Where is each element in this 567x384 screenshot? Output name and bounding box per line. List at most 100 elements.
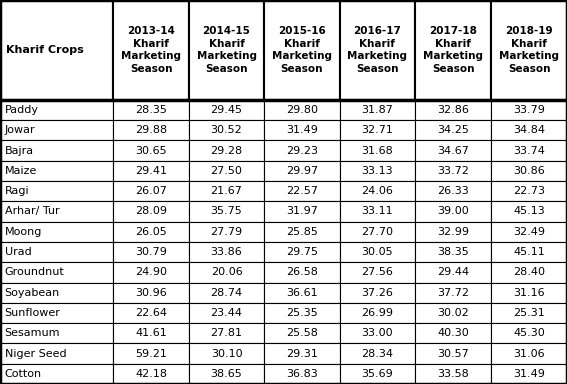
Bar — [113, 120, 189, 141]
Bar — [189, 100, 264, 120]
Text: 32.99: 32.99 — [437, 227, 469, 237]
Bar — [0, 303, 113, 323]
Bar — [189, 283, 264, 303]
Text: 37.72: 37.72 — [437, 288, 469, 298]
Text: 30.79: 30.79 — [135, 247, 167, 257]
Bar — [415, 323, 491, 343]
Bar — [415, 161, 491, 181]
Bar — [264, 242, 340, 262]
Bar — [189, 242, 264, 262]
Text: 26.07: 26.07 — [135, 186, 167, 196]
Bar — [189, 343, 264, 364]
Text: 33.58: 33.58 — [437, 369, 469, 379]
Text: 30.52: 30.52 — [211, 125, 242, 135]
Bar — [415, 141, 491, 161]
Text: 30.02: 30.02 — [437, 308, 469, 318]
Bar — [340, 0, 415, 100]
Bar — [340, 242, 415, 262]
Bar — [264, 364, 340, 384]
Text: 26.33: 26.33 — [437, 186, 469, 196]
Text: 31.97: 31.97 — [286, 207, 318, 217]
Text: 2014-15
Kharif
Marketing
Season: 2014-15 Kharif Marketing Season — [197, 26, 256, 74]
Text: Niger Seed: Niger Seed — [5, 349, 66, 359]
Text: Ragi: Ragi — [5, 186, 29, 196]
Bar — [415, 343, 491, 364]
Text: 2015-16
Kharif
Marketing
Season: 2015-16 Kharif Marketing Season — [272, 26, 332, 74]
Text: 29.80: 29.80 — [286, 105, 318, 115]
Text: 2017-18
Kharif
Marketing
Season: 2017-18 Kharif Marketing Season — [423, 26, 483, 74]
Text: 28.35: 28.35 — [135, 105, 167, 115]
Text: 34.25: 34.25 — [437, 125, 469, 135]
Text: 30.96: 30.96 — [136, 288, 167, 298]
Bar — [491, 201, 567, 222]
Bar — [189, 303, 264, 323]
Bar — [264, 181, 340, 201]
Text: 29.75: 29.75 — [286, 247, 318, 257]
Bar — [264, 283, 340, 303]
Bar — [113, 262, 189, 283]
Bar — [491, 343, 567, 364]
Bar — [113, 201, 189, 222]
Bar — [340, 120, 415, 141]
Bar — [189, 222, 264, 242]
Text: 31.87: 31.87 — [361, 105, 393, 115]
Bar — [340, 323, 415, 343]
Text: 38.65: 38.65 — [211, 369, 242, 379]
Bar — [113, 0, 189, 100]
Bar — [340, 141, 415, 161]
Text: 27.56: 27.56 — [361, 267, 393, 277]
Text: 28.40: 28.40 — [513, 267, 545, 277]
Bar — [113, 242, 189, 262]
Text: Sesamum: Sesamum — [5, 328, 60, 338]
Text: 29.44: 29.44 — [437, 267, 469, 277]
Text: 27.79: 27.79 — [210, 227, 243, 237]
Bar — [264, 141, 340, 161]
Text: 31.49: 31.49 — [513, 369, 545, 379]
Bar — [189, 323, 264, 343]
Bar — [0, 242, 113, 262]
Bar — [0, 120, 113, 141]
Bar — [415, 364, 491, 384]
Bar — [113, 222, 189, 242]
Bar — [264, 323, 340, 343]
Bar — [491, 323, 567, 343]
Bar — [415, 181, 491, 201]
Bar — [340, 100, 415, 120]
Text: Soyabean: Soyabean — [5, 288, 60, 298]
Text: 30.10: 30.10 — [211, 349, 242, 359]
Text: Paddy: Paddy — [5, 105, 39, 115]
Text: Urad: Urad — [5, 247, 31, 257]
Text: 29.23: 29.23 — [286, 146, 318, 156]
Bar — [113, 343, 189, 364]
Text: 28.74: 28.74 — [210, 288, 243, 298]
Text: Kharif Crops: Kharif Crops — [6, 45, 83, 55]
Bar — [491, 283, 567, 303]
Text: 32.86: 32.86 — [437, 105, 469, 115]
Bar — [113, 181, 189, 201]
Text: 24.90: 24.90 — [135, 267, 167, 277]
Text: Groundnut: Groundnut — [5, 267, 64, 277]
Bar — [415, 0, 491, 100]
Text: 27.50: 27.50 — [210, 166, 243, 176]
Text: 23.44: 23.44 — [210, 308, 243, 318]
Text: 59.21: 59.21 — [135, 349, 167, 359]
Bar — [264, 100, 340, 120]
Text: 33.13: 33.13 — [362, 166, 393, 176]
Bar — [264, 343, 340, 364]
Text: 25.35: 25.35 — [286, 308, 318, 318]
Bar — [491, 100, 567, 120]
Text: 36.61: 36.61 — [286, 288, 318, 298]
Bar — [491, 0, 567, 100]
Bar — [415, 222, 491, 242]
Text: 35.69: 35.69 — [362, 369, 393, 379]
Text: Jowar: Jowar — [5, 125, 35, 135]
Text: 41.61: 41.61 — [136, 328, 167, 338]
Text: 40.30: 40.30 — [437, 328, 469, 338]
Text: 42.18: 42.18 — [135, 369, 167, 379]
Bar — [415, 283, 491, 303]
Text: 25.31: 25.31 — [513, 308, 545, 318]
Bar — [189, 364, 264, 384]
Text: 34.67: 34.67 — [437, 146, 469, 156]
Text: 27.81: 27.81 — [210, 328, 243, 338]
Text: 31.16: 31.16 — [513, 288, 545, 298]
